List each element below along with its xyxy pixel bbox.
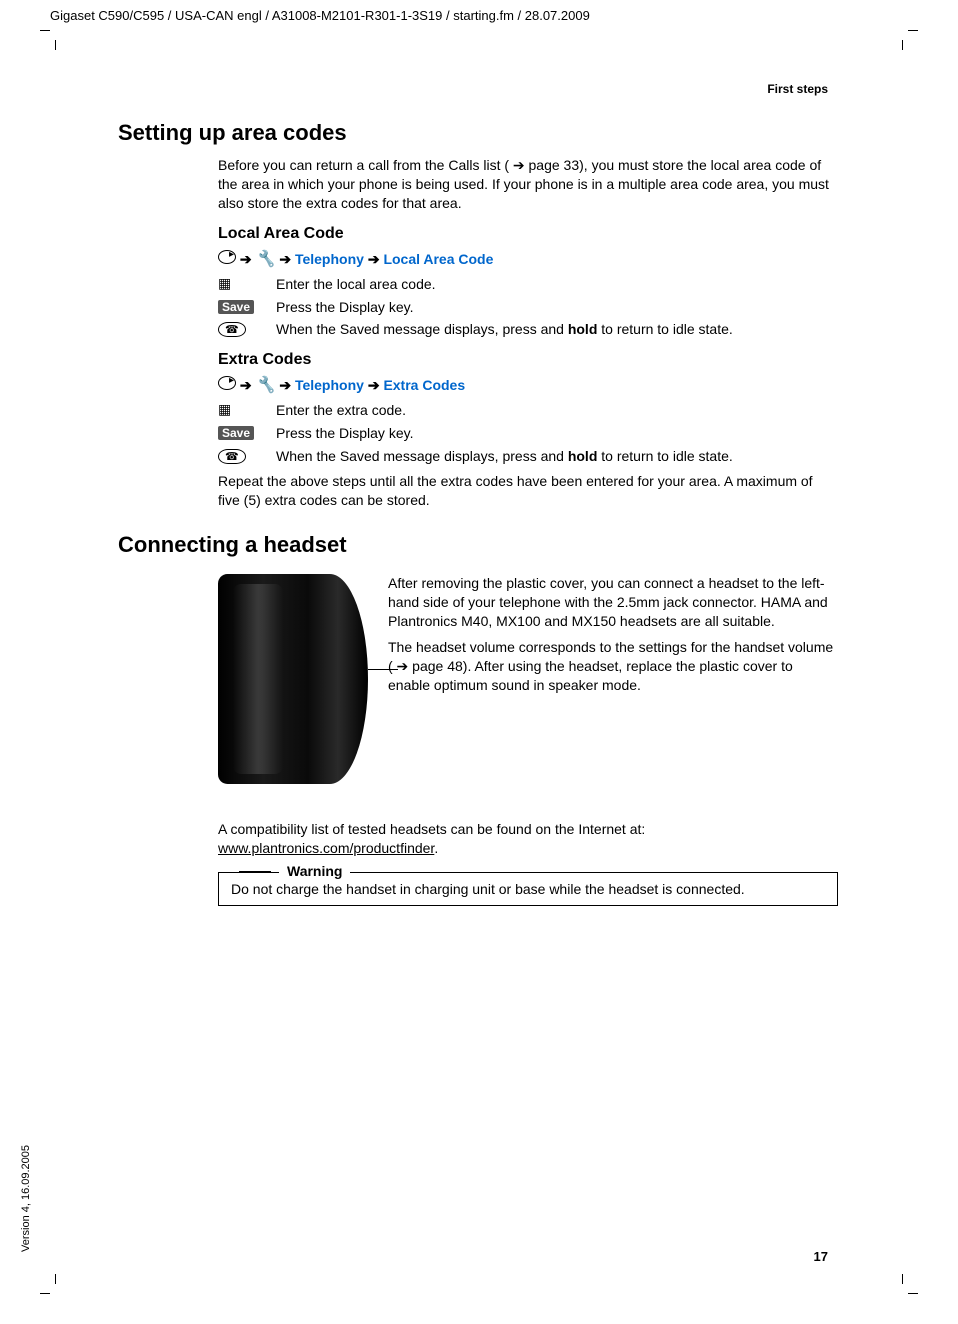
- crop-mark: [55, 1274, 56, 1284]
- crop-mark: [908, 1293, 918, 1294]
- heading-extra-codes: Extra Codes: [218, 351, 838, 369]
- phone-image: [218, 574, 368, 784]
- text-post: to return to idle state.: [597, 321, 732, 337]
- step-text: Press the Display key.: [276, 298, 838, 317]
- compat-pre: A compatibility list of tested headsets …: [218, 821, 645, 837]
- crop-mark: [908, 30, 918, 31]
- crop-mark: [40, 1293, 50, 1294]
- wrench-icon: 🔧: [256, 377, 276, 394]
- nav-extra-code: Extra Codes: [383, 377, 465, 393]
- keypad-icon: ▦: [218, 275, 231, 291]
- compat-link[interactable]: www.plantronics.com/productfinder: [218, 840, 434, 856]
- headset-section: After removing the plastic cover, you ca…: [218, 574, 838, 784]
- arrow-icon: ➔: [368, 251, 380, 267]
- phone-icon: ☎: [218, 449, 246, 464]
- text-pre: When the Saved message displays, press a…: [276, 321, 568, 337]
- page-content: Setting up area codes Before you can ret…: [118, 120, 838, 906]
- page-number: 17: [814, 1249, 828, 1264]
- headset-p1: After removing the plastic cover, you ca…: [388, 574, 838, 631]
- nav-path-extra: ➔ 🔧 ➔ Telephony ➔ Extra Codes: [218, 375, 838, 395]
- nav-local-code: Local Area Code: [383, 251, 493, 267]
- headset-text: After removing the plastic cover, you ca…: [388, 574, 838, 784]
- arrow-icon: ➔: [279, 377, 291, 393]
- warning-text: Do not charge the handset in charging un…: [231, 881, 825, 897]
- step-enter-local: ▦ Enter the local area code.: [218, 275, 838, 294]
- arrow-icon: ➔: [240, 377, 252, 393]
- step-text: Press the Display key.: [276, 424, 838, 443]
- text-pre: When the Saved message displays, press a…: [276, 448, 568, 464]
- headset-p2: The headset volume corresponds to the se…: [388, 638, 838, 695]
- step-hold-extra: ☎ When the Saved message displays, press…: [218, 447, 838, 466]
- crop-mark: [902, 1274, 903, 1284]
- breadcrumb: First steps: [767, 82, 828, 96]
- step-text: When the Saved message displays, press a…: [276, 320, 838, 339]
- nav-path-local: ➔ 🔧 ➔ Telephony ➔ Local Area Code: [218, 249, 838, 269]
- compat-text: A compatibility list of tested headsets …: [218, 820, 838, 858]
- heading-local-area: Local Area Code: [218, 225, 838, 243]
- warning-label: Warning: [279, 863, 350, 879]
- heading-headset: Connecting a headset: [118, 532, 838, 558]
- crop-mark: [40, 30, 50, 31]
- compat-post: .: [434, 840, 438, 856]
- text-bold: hold: [568, 448, 598, 464]
- save-button: Save: [218, 300, 254, 314]
- heading-area-codes: Setting up area codes: [118, 120, 838, 146]
- arrow-icon: ➔: [279, 251, 291, 267]
- crop-mark: [55, 40, 56, 50]
- text-bold: hold: [568, 321, 598, 337]
- step-text: Enter the extra code.: [276, 401, 838, 420]
- menu-icon: [218, 376, 236, 390]
- step-text: Enter the local area code.: [276, 275, 838, 294]
- nav-telephony: Telephony: [295, 377, 364, 393]
- keypad-icon: ▦: [218, 401, 231, 417]
- step-enter-extra: ▦ Enter the extra code.: [218, 401, 838, 420]
- step-text: When the Saved message displays, press a…: [276, 447, 838, 466]
- step-save-extra: Save Press the Display key.: [218, 424, 838, 443]
- repeat-text: Repeat the above steps until all the ext…: [218, 472, 838, 510]
- save-button: Save: [218, 426, 254, 440]
- step-save-local: Save Press the Display key.: [218, 298, 838, 317]
- nav-telephony: Telephony: [295, 251, 364, 267]
- intro-text: Before you can return a call from the Ca…: [218, 156, 838, 213]
- phone-icon: ☎: [218, 322, 246, 337]
- arrow-icon: ➔: [240, 251, 252, 267]
- warning-box: Warning Do not charge the handset in cha…: [218, 872, 838, 906]
- wrench-icon: 🔧: [256, 251, 276, 268]
- step-hold-local: ☎ When the Saved message displays, press…: [218, 320, 838, 339]
- text-post: to return to idle state.: [597, 448, 732, 464]
- menu-icon: [218, 250, 236, 264]
- doc-header: Gigaset C590/C595 / USA-CAN engl / A3100…: [50, 8, 590, 23]
- crop-mark: [902, 40, 903, 50]
- arrow-icon: ➔: [368, 377, 380, 393]
- version-text: Version 4, 16.09.2005: [20, 1145, 32, 1252]
